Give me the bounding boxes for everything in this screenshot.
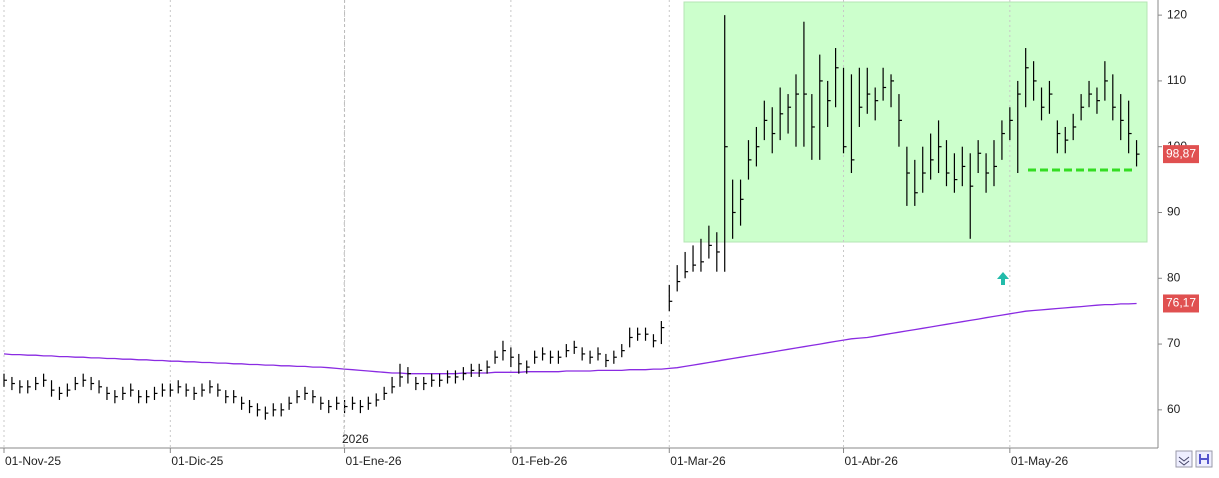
y-tick-label: 70 (1167, 336, 1181, 350)
plot-area (3, 0, 1140, 449)
zoom-icon (1178, 456, 1190, 466)
x-tick-label: 01-Ene-26 (346, 454, 402, 468)
y-tick-label: 90 (1167, 205, 1181, 219)
zoom-button[interactable] (1175, 450, 1193, 468)
y-tick-label: 110 (1167, 73, 1186, 87)
h-icon (1199, 454, 1209, 464)
y-tick-label: 120 (1167, 7, 1187, 21)
x-tick-label: 01-Nov-25 (5, 454, 61, 468)
year-marker: 2026 (342, 432, 369, 446)
arrow-icon (997, 272, 1009, 285)
y-tick-label: 80 (1167, 270, 1181, 284)
x-tick-label: 01-Abr-26 (845, 454, 899, 468)
x-tick-label: 01-Mar-26 (670, 454, 726, 468)
year-divider (343, 0, 346, 449)
x-tick-label: 01-Feb-26 (512, 454, 568, 468)
x-tick-label: 01-May-26 (1011, 454, 1069, 468)
moving-average (3, 302, 1137, 375)
highlight-zone (683, 1, 1148, 243)
toolbar (1175, 450, 1213, 468)
last-close-label-box (1163, 145, 1199, 164)
x-tick-label: 01-Dic-25 (171, 454, 223, 468)
moving-average-label: 76,17 (1166, 296, 1196, 310)
last-close-label: 98,87 (1166, 146, 1196, 160)
y-tick-label: 60 (1167, 402, 1181, 416)
moving-average-label-box (1163, 294, 1199, 313)
